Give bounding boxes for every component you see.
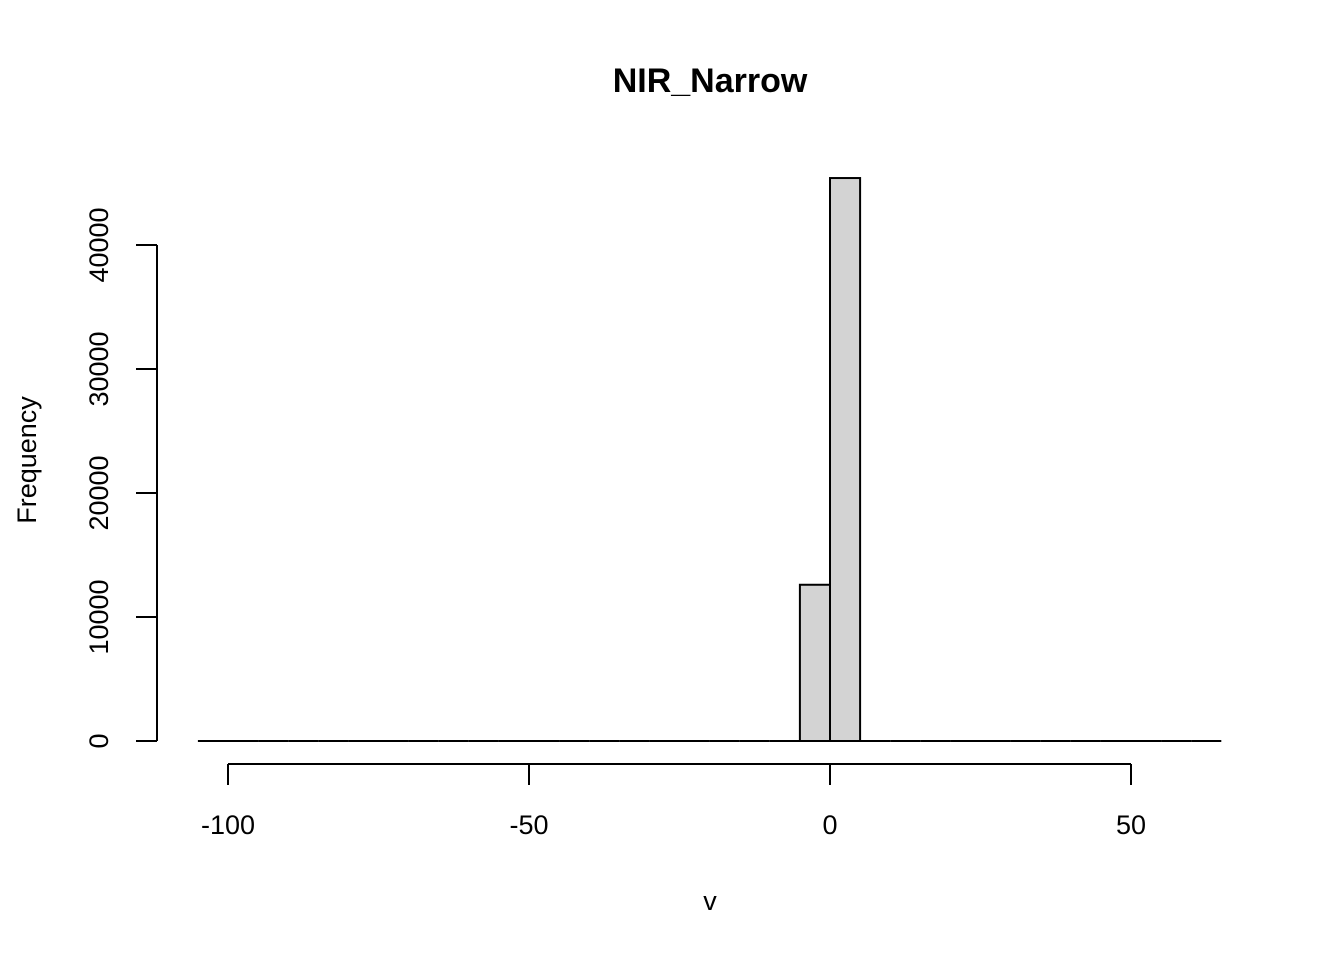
x-tick-label: -50 [509, 810, 548, 840]
y-axis: 0 10000 20000 30000 40000 [84, 207, 158, 749]
y-tick-label: 10000 [84, 579, 114, 654]
x-tick-label: 50 [1116, 810, 1146, 840]
y-tick-label: 20000 [84, 455, 114, 530]
histogram-bar [798, 583, 832, 743]
histogram-bars [197, 177, 1222, 743]
y-tick-label: 0 [84, 733, 114, 748]
chart-title: NIR_Narrow [613, 62, 808, 100]
x-tick-label: 0 [822, 810, 837, 840]
y-axis-label: Frequency [12, 396, 42, 524]
y-tick-label: 40000 [84, 207, 114, 282]
x-axis-label: v [703, 886, 717, 916]
y-tick-label: 30000 [84, 331, 114, 406]
x-axis: -100 -50 0 50 [201, 763, 1146, 840]
x-tick-label: -100 [201, 810, 255, 840]
histogram-bar [829, 177, 862, 743]
